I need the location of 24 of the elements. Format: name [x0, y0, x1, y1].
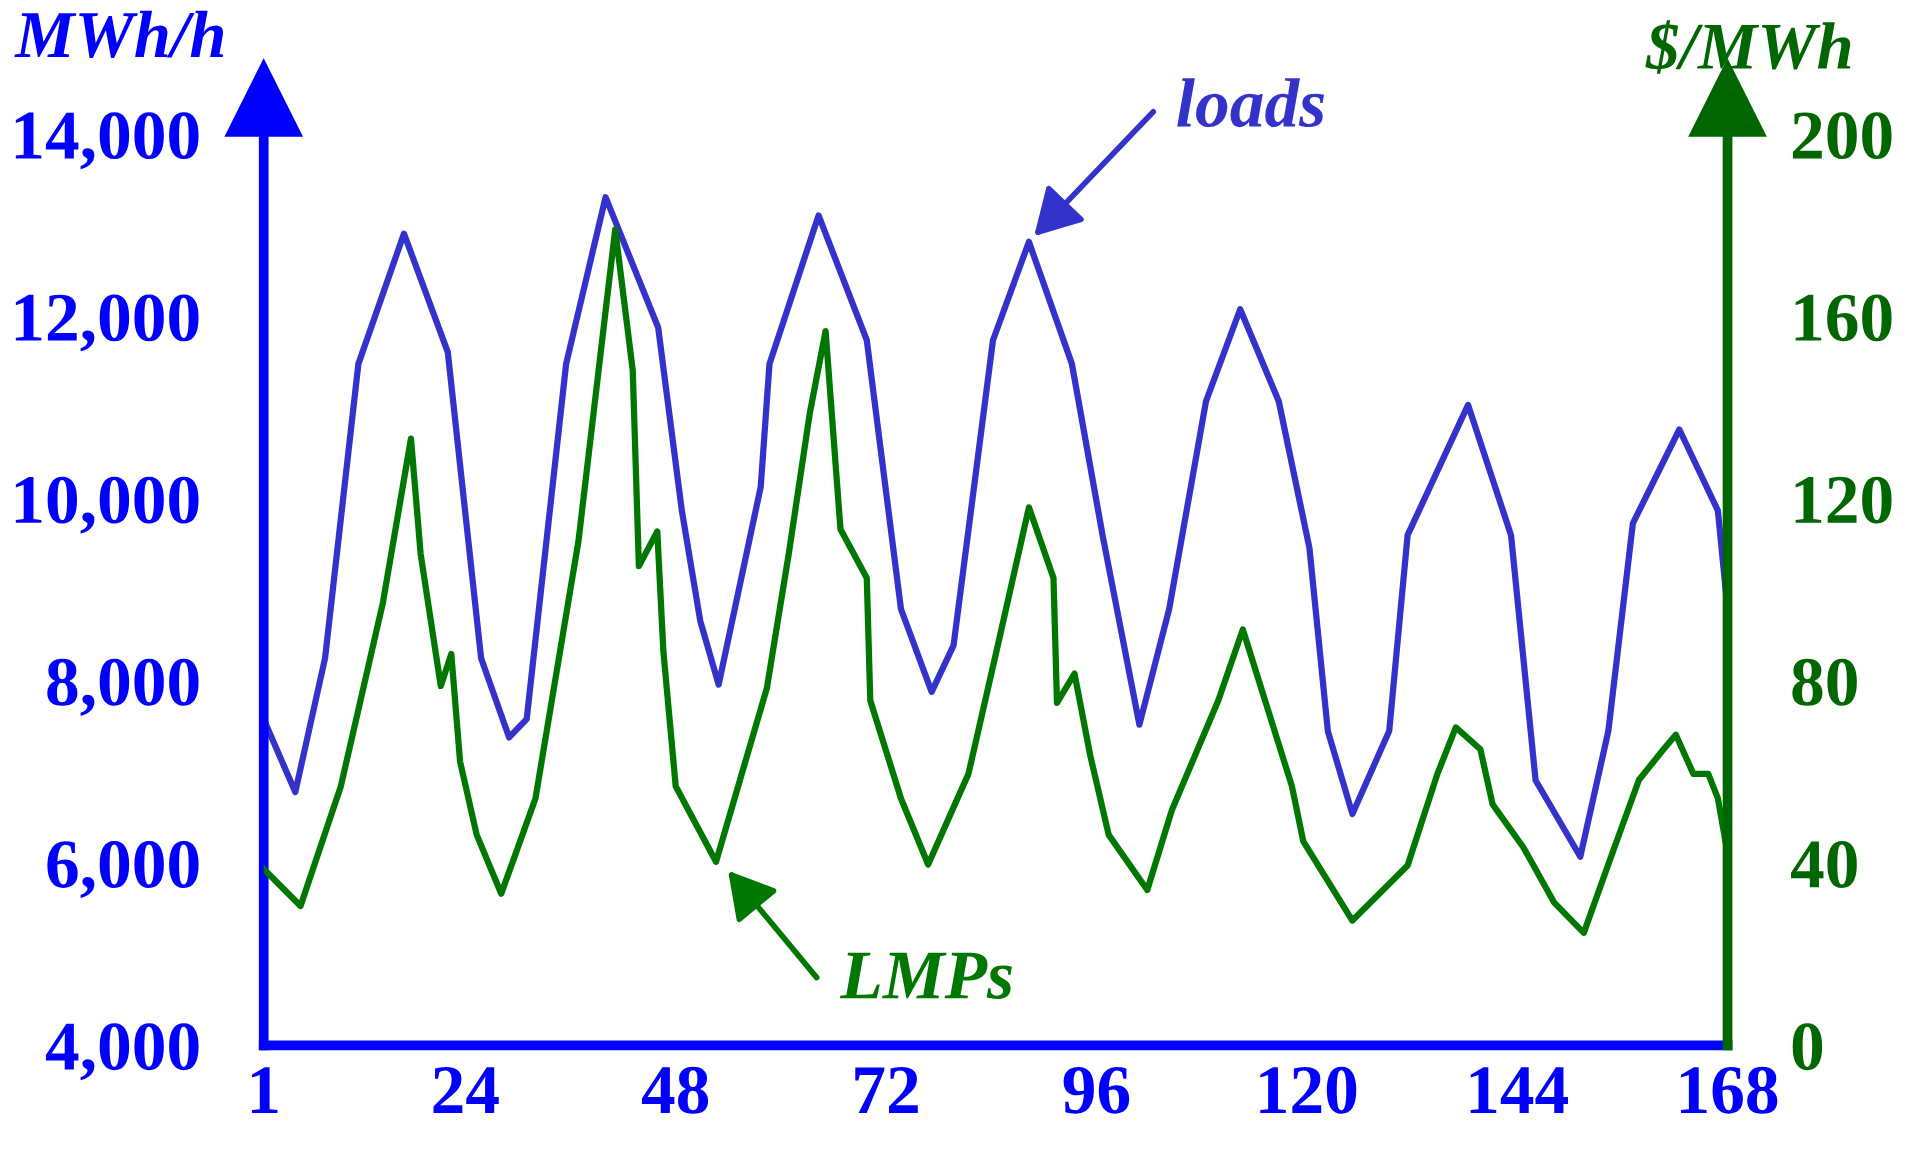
- y2-tick-label: 160: [1795, 294, 1892, 342]
- annotation: LMPs: [839, 952, 1012, 999]
- y-tick-label: 4,000: [45, 1023, 199, 1081]
- y2-tick-label: 0: [1792, 1023, 1823, 1071]
- x-tick-label: 96: [1063, 1067, 1130, 1114]
- x-tick-label: 72: [855, 1067, 918, 1113]
- y2-tick-label: 40: [1791, 841, 1857, 888]
- x-tick-label: 48: [641, 1066, 709, 1114]
- y2-axis-title: $/MWh: [1645, 20, 1851, 74]
- y-tick-label: 14,000: [15, 112, 199, 170]
- x-tick-label: 144: [1470, 1067, 1568, 1113]
- y2-tick-label: 120: [1795, 476, 1892, 524]
- y-tick-label: 12,000: [15, 294, 199, 352]
- y2-tick-label: 200: [1792, 112, 1892, 160]
- y-axis-title: MWh/h: [14, 10, 224, 58]
- y-tick-label: 8,000: [47, 658, 199, 716]
- x-tick-label: 1: [251, 1067, 278, 1113]
- y-tick-label: 6,000: [47, 841, 199, 898]
- text: loads: [1177, 78, 1325, 128]
- y-tick-label: 10,000: [15, 476, 199, 534]
- x-tick-label: 24: [433, 1067, 499, 1113]
- y2-tick-label: 80: [1792, 658, 1857, 706]
- x-tick-label: 168: [1681, 1066, 1778, 1114]
- x-tick-label: 120: [1260, 1066, 1357, 1114]
